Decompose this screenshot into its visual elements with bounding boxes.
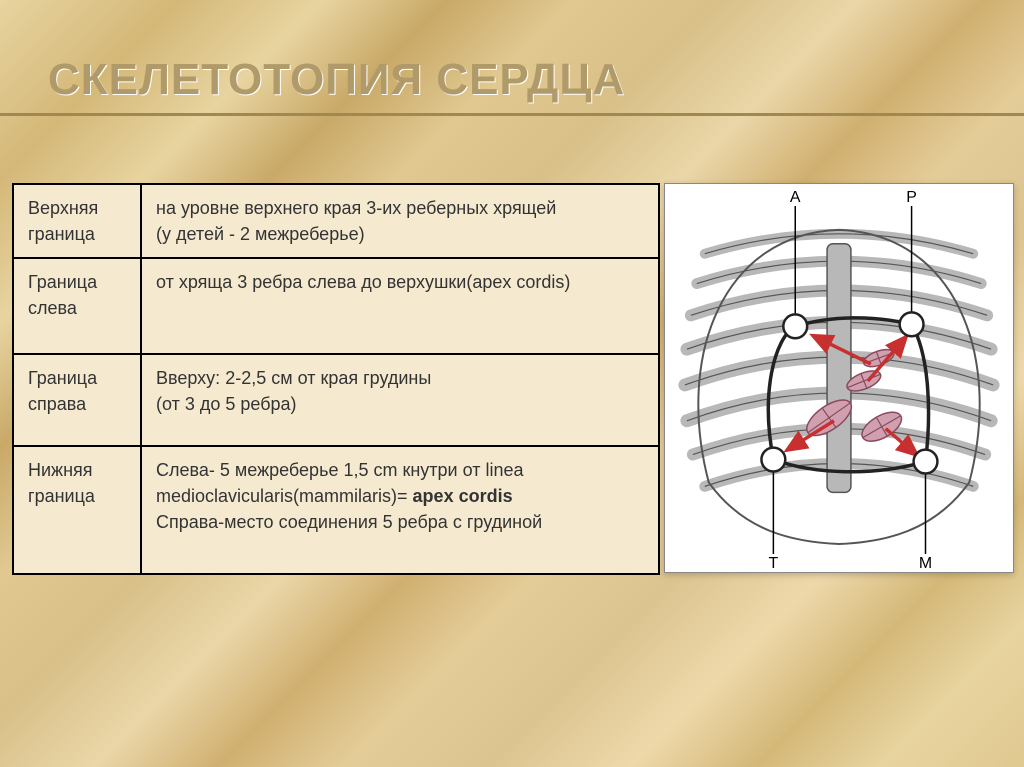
borders-table: Верхняя граница на уровне верхнего края … [12,183,660,575]
desc-bold: apex cordis [413,486,513,506]
row-desc: Вверху: 2-2,5 см от края грудины (от 3 д… [141,354,659,446]
desc-line: Справа-место соединения 5 ребра с грудин… [156,512,542,532]
row-label: Нижняя граница [13,446,141,574]
desc-line: на уровне верхнего края 3-их реберных хр… [156,198,556,218]
thorax-svg: A P T M [665,184,1013,572]
svg-text:T: T [769,555,779,572]
desc-line: Вверху: 2-2,5 см от края грудины [156,368,431,388]
row-label: Граница слева [13,258,141,354]
row-desc: на уровне верхнего края 3-их реберных хр… [141,184,659,258]
desc-line: (от 3 до 5 ребра) [156,394,297,414]
svg-text:A: A [790,189,801,206]
table-row: Верхняя граница на уровне верхнего края … [13,184,659,258]
table-row: Граница справа Вверху: 2-2,5 см от края … [13,354,659,446]
svg-text:M: M [919,555,932,572]
row-desc: от хряща 3 ребра слева до верхушки(apex … [141,258,659,354]
row-label: Граница справа [13,354,141,446]
content-row: Верхняя граница на уровне верхнего края … [12,183,1014,575]
table-row: Нижняя граница Слева- 5 межреберье 1,5 с… [13,446,659,574]
slide-title: СКЕЛЕТОТОПИЯ СЕРДЦА [48,55,1024,105]
slide: СКЕЛЕТОТОПИЯ СЕРДЦА Верхняя граница на у… [0,0,1024,767]
row-label: Верхняя граница [13,184,141,258]
row-desc: Слева- 5 межреберье 1,5 сm кнутри от lin… [141,446,659,574]
title-bar: СКЕЛЕТОТОПИЯ СЕРДЦА [0,55,1024,116]
anatomy-figure: A P T M [664,183,1014,573]
svg-text:P: P [906,189,917,206]
desc-line: (у детей - 2 межреберье) [156,224,365,244]
table-row: Граница слева от хряща 3 ребра слева до … [13,258,659,354]
desc-line: от хряща 3 ребра слева до верхушки(apex … [156,272,570,292]
